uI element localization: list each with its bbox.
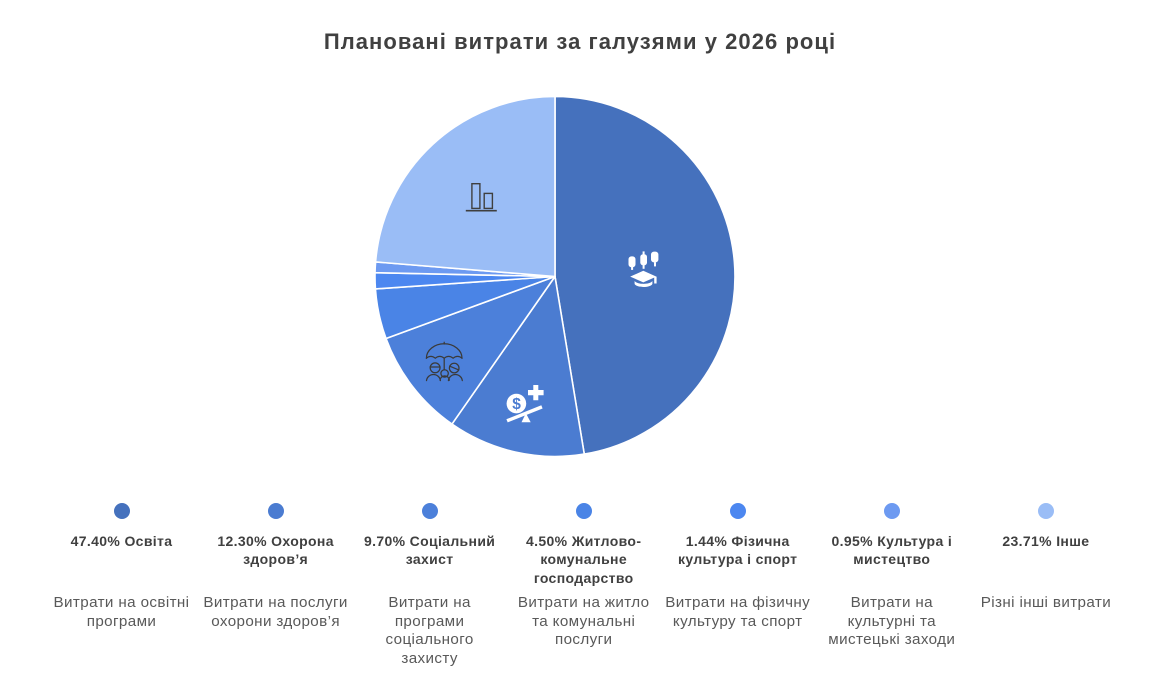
svg-text:$: $: [512, 396, 521, 413]
